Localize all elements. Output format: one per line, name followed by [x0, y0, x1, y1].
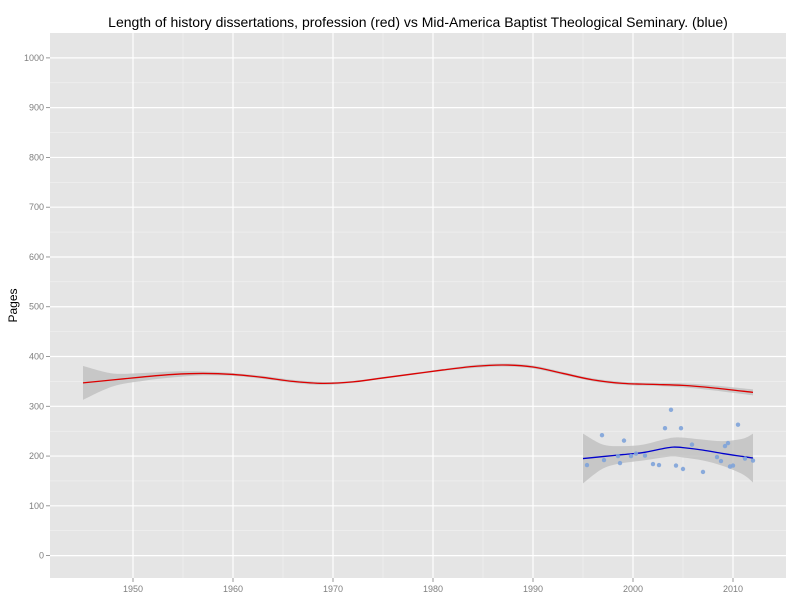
data-point: [668, 407, 674, 412]
data-point: [642, 453, 648, 458]
tick-labels: 1950 1960 1970 1980 1990 2000 2010 0 100 200 300 40…: [24, 53, 743, 594]
y-tick-label: 300: [29, 401, 44, 411]
data-point: [722, 443, 728, 449]
data-point: [673, 463, 679, 468]
x-tick-label: 1960: [223, 584, 243, 594]
data-point: [714, 454, 720, 460]
y-tick-label: 600: [29, 252, 44, 262]
data-point: [742, 456, 748, 461]
y-axis-title: Pages: [6, 288, 20, 322]
data-point: [725, 440, 731, 446]
data-point: [656, 462, 662, 468]
y-tick-label: 0: [39, 551, 44, 561]
data-point: [750, 458, 756, 463]
data-point: [700, 469, 706, 475]
chart-title: Length of history dissertations, profess…: [108, 14, 728, 30]
data-point: [678, 425, 684, 431]
plot-panel: [50, 33, 786, 578]
confidence-ribbon-1: [583, 433, 753, 484]
y-tick-label: 100: [29, 501, 44, 511]
x-tick-label: 1970: [323, 584, 343, 594]
data-point: [628, 453, 634, 459]
data-point: [599, 432, 605, 438]
x-tick-label: 1990: [523, 584, 543, 594]
data-point: [689, 442, 695, 447]
confidence-ribbon-0: [83, 363, 753, 400]
data-point: [662, 425, 668, 431]
data-point: [650, 461, 656, 467]
y-tick-label: 1000: [24, 53, 44, 63]
data-point: [601, 457, 607, 463]
y-tick-label: 700: [29, 202, 44, 212]
data-point: [621, 438, 627, 443]
data-point: [730, 463, 736, 468]
data-point: [718, 458, 724, 464]
x-tick-label: 1950: [123, 584, 143, 594]
x-tick-label: 2010: [723, 584, 743, 594]
data-points: [584, 407, 756, 475]
y-tick-label: 200: [29, 451, 44, 461]
data-point: [615, 453, 621, 459]
y-tick-label: 400: [29, 352, 44, 362]
smooth-line-0: [82, 364, 754, 393]
y-tick-label: 500: [29, 302, 44, 312]
data-point: [680, 466, 686, 472]
data-point: [735, 422, 741, 427]
axis-ticks: [46, 57, 734, 582]
x-tick-label: 1980: [423, 584, 443, 594]
x-tick-label: 2000: [623, 584, 643, 594]
data-point: [633, 451, 639, 456]
confidence-ribbons: [83, 363, 753, 484]
y-tick-label: 800: [29, 152, 44, 162]
y-tick-label: 900: [29, 103, 44, 113]
grid-lines: [50, 33, 786, 578]
data-point: [617, 460, 623, 466]
data-point: [584, 462, 590, 468]
